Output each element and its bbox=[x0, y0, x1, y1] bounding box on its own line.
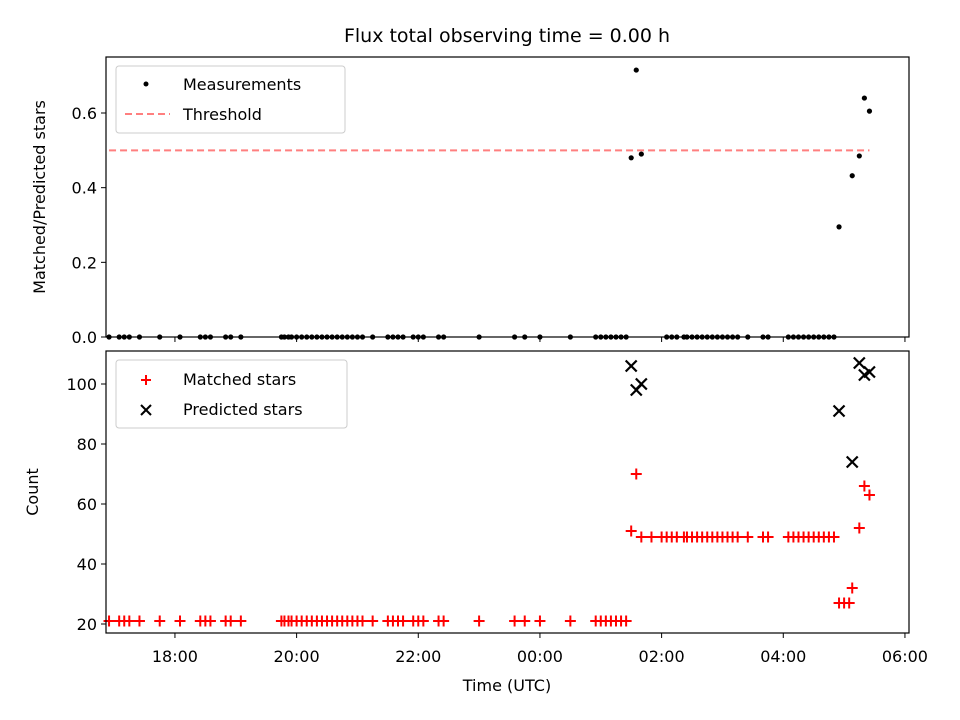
matched-stars-point bbox=[357, 615, 369, 627]
ratio-panel: Flux total observing time = 0.00 h 0.00.… bbox=[30, 25, 910, 347]
measurement-point bbox=[836, 224, 842, 230]
measurement-point bbox=[849, 173, 855, 179]
matched-stars-point bbox=[204, 615, 216, 627]
measurements-legend-label: Measurements bbox=[183, 75, 301, 94]
ratio-marks bbox=[106, 67, 873, 340]
count-y-ticks: 20 40 60 80 100 bbox=[66, 375, 106, 634]
matched-stars-point bbox=[133, 615, 145, 627]
matched-stars-point bbox=[564, 615, 576, 627]
y-tick-label: 0.2 bbox=[72, 253, 97, 272]
x-tick-label: 04:00 bbox=[760, 647, 806, 666]
measurement-point bbox=[638, 151, 644, 157]
predicted-stars-point bbox=[624, 359, 638, 373]
count-y-axis-label: Count bbox=[23, 468, 42, 516]
matched-stars-point bbox=[534, 615, 546, 627]
matched-stars-point bbox=[438, 615, 450, 627]
predicted-legend-label: Predicted stars bbox=[183, 400, 303, 419]
predicted-legend-marker bbox=[140, 404, 152, 416]
matched-stars-point bbox=[762, 531, 774, 543]
matched-stars-point bbox=[742, 531, 754, 543]
y-tick-label: 100 bbox=[66, 375, 97, 394]
ratio-legend: Measurements Threshold bbox=[115, 65, 346, 134]
matched-stars-point bbox=[509, 615, 521, 627]
matched-stars-point bbox=[625, 525, 637, 537]
threshold-legend-label: Threshold bbox=[182, 105, 262, 124]
predicted-stars-point bbox=[845, 455, 859, 469]
x-tick-label: 00:00 bbox=[517, 647, 563, 666]
y-tick-label: 0.4 bbox=[72, 179, 97, 198]
matched-stars-point bbox=[630, 468, 642, 480]
y-tick-label: 80 bbox=[77, 435, 97, 454]
ratio-plot-frame bbox=[105, 56, 910, 338]
matched-stars-point bbox=[828, 531, 840, 543]
matched-legend-marker bbox=[141, 375, 151, 385]
matched-stars-point bbox=[858, 480, 870, 492]
matched-stars-point bbox=[519, 615, 531, 627]
predicted-stars-point bbox=[832, 404, 846, 418]
y-tick-label: 40 bbox=[77, 555, 97, 574]
count-legend: Matched stars Predicted stars bbox=[115, 359, 348, 429]
count-marks bbox=[103, 356, 876, 627]
predicted-stars-point bbox=[863, 365, 876, 379]
y-tick-label: 60 bbox=[77, 495, 97, 514]
matched-stars-point bbox=[635, 531, 647, 543]
chart-title: Flux total observing time = 0.00 h bbox=[344, 25, 670, 47]
matched-stars-point bbox=[620, 615, 632, 627]
count-panel: 20 40 60 80 100 18:00 20:00 22:00 00:00 02:00 04:… bbox=[23, 350, 928, 695]
ratio-y-ticks: 0.0 0.2 0.4 0.6 bbox=[72, 104, 106, 347]
measurement-point bbox=[866, 108, 873, 114]
matched-stars-point bbox=[123, 615, 135, 627]
matched-stars-point bbox=[235, 615, 247, 627]
matched-stars-point bbox=[225, 615, 237, 627]
y-tick-label: 0.6 bbox=[72, 104, 97, 123]
measurements-legend-marker bbox=[143, 81, 149, 87]
matched-stars-point bbox=[397, 615, 409, 627]
matched-stars-point bbox=[863, 489, 875, 501]
ratio-x-ticks bbox=[174, 337, 906, 342]
x-tick-label: 20:00 bbox=[274, 647, 320, 666]
ratio-legend-box bbox=[115, 65, 346, 134]
ratio-y-axis-label: Matched/Predicted stars bbox=[30, 100, 49, 294]
x-tick-label: 18:00 bbox=[152, 647, 198, 666]
matched-stars-point bbox=[853, 522, 865, 534]
x-axis-label: Time (UTC) bbox=[462, 676, 551, 695]
matched-stars-point bbox=[843, 597, 855, 609]
matched-stars-point bbox=[417, 615, 429, 627]
x-tick-label: 02:00 bbox=[639, 647, 685, 666]
y-tick-label: 0.0 bbox=[72, 328, 97, 347]
predicted-stars-point bbox=[853, 356, 866, 370]
measurement-point bbox=[628, 155, 634, 161]
matched-stars-point bbox=[174, 615, 186, 627]
measurement-point bbox=[861, 95, 867, 101]
count-plot-frame bbox=[105, 350, 910, 634]
matched-stars-point bbox=[473, 615, 485, 627]
matched-stars-point bbox=[103, 615, 115, 627]
measurement-point bbox=[633, 67, 639, 73]
measurement-point bbox=[856, 153, 862, 159]
matched-stars-point bbox=[732, 531, 744, 543]
y-tick-label: 20 bbox=[77, 615, 97, 634]
count-x-ticks: 18:00 20:00 22:00 00:00 02:00 04:00 06:00 bbox=[152, 633, 928, 666]
x-tick-label: 22:00 bbox=[395, 647, 441, 666]
matched-legend-label: Matched stars bbox=[183, 370, 296, 389]
predicted-stars-point bbox=[635, 377, 648, 391]
count-legend-box bbox=[115, 359, 348, 429]
x-tick-label: 06:00 bbox=[882, 647, 928, 666]
matched-stars-point bbox=[645, 531, 657, 543]
matched-stars-point bbox=[154, 615, 166, 627]
matched-stars-point bbox=[846, 582, 858, 594]
matched-stars-point bbox=[367, 615, 379, 627]
